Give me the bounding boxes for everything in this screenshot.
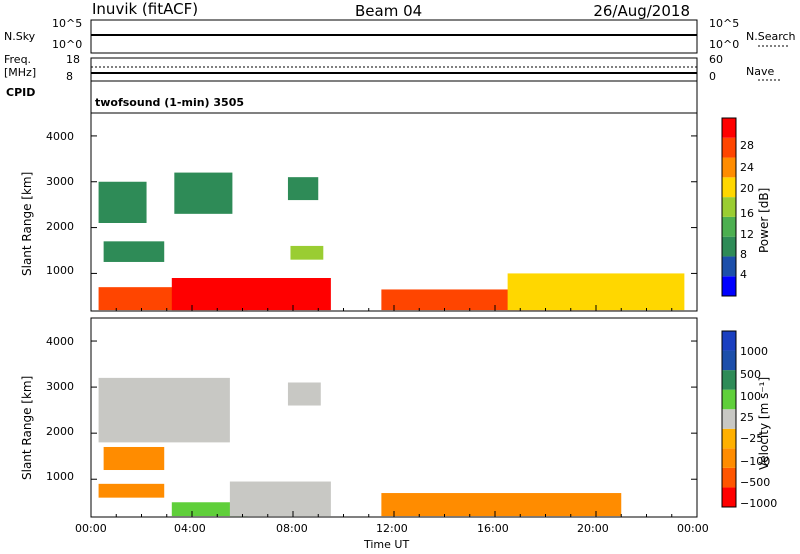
nsky-tick-top: 10^5 <box>52 17 83 30</box>
velocity-heatmap <box>98 377 622 517</box>
velocity-ylabel: Slant Range [km] <box>20 375 34 480</box>
power-cell-6 <box>290 245 324 260</box>
power-ytick-2000: 2000 <box>46 220 74 233</box>
freq-panel-frame <box>90 57 698 82</box>
nave-tick-bottom: 0 <box>709 70 716 83</box>
nsky-tick-bottom: 10^0 <box>52 38 83 51</box>
xtick-4: 16:00 <box>477 522 509 535</box>
velocity-colorbar-segment <box>722 428 736 449</box>
axis-ticks <box>90 135 698 517</box>
power-colorbar-segment <box>722 118 736 138</box>
vel-cbar-tick-6: −500 <box>740 476 771 489</box>
power-colorbar-segment <box>722 276 736 296</box>
power-cell-4 <box>98 181 147 223</box>
vel-cbar-tick-3: 25 <box>740 411 754 424</box>
velocity-colorbar-segment <box>722 487 736 507</box>
power-cell-1 <box>171 278 331 311</box>
power-cbar-tick-5: 24 <box>740 161 754 174</box>
vel-cbar-tick-0: 1000 <box>740 345 768 358</box>
velocity-cell-3 <box>171 502 248 517</box>
freq-tick-top: 18 <box>66 53 80 66</box>
beam-title: Beam 04 <box>355 2 423 20</box>
power-cbar-tick-0: 4 <box>740 268 747 281</box>
vel-cbar-tick-2: 100 <box>740 390 761 403</box>
power-colorbar-frame <box>721 117 737 297</box>
power-colorbar-segment <box>722 197 736 217</box>
velocity-cell-1 <box>103 446 165 471</box>
velocity-cell-5 <box>381 493 622 517</box>
vel-cbar-tick-4: −25 <box>740 432 764 445</box>
power-colorbar-segment <box>722 157 736 178</box>
power-cbar-tick-6: 28 <box>740 139 754 152</box>
velocity-colorbar-segment <box>722 389 736 410</box>
power-cell-7 <box>287 177 319 201</box>
velocity-cell-4 <box>229 481 331 517</box>
vel-cbar-tick-7: −1000 <box>740 497 778 510</box>
nsky-label: N.Sky <box>4 30 36 43</box>
xtick-3: 12:00 <box>376 522 408 535</box>
power-cell-3 <box>103 241 165 262</box>
xtick-1: 04:00 <box>174 522 206 535</box>
summary-traces <box>91 34 790 81</box>
panel-frames <box>90 19 698 518</box>
power-ytick-4000: 4000 <box>46 130 74 143</box>
nave-tick-top: 60 <box>709 53 723 66</box>
power-cbar-tick-2: 12 <box>740 228 754 241</box>
velocity-ytick-3000: 3000 <box>46 380 74 393</box>
nsearch-tick-bottom: 10^0 <box>709 38 740 51</box>
nave-label: Nave <box>746 65 775 78</box>
nsearch-label: N.Search <box>746 30 796 43</box>
power-cell-8 <box>507 273 685 311</box>
power-heatmap <box>98 172 685 311</box>
velocity-cell-0 <box>98 483 165 498</box>
colorbars <box>721 117 737 508</box>
freq-unit: [MHz] <box>4 66 37 79</box>
power-ylabel: Slant Range [km] <box>20 171 34 276</box>
velocity-cell-2 <box>98 377 230 443</box>
vel-cbar-tick-1: 500 <box>740 368 761 381</box>
power-cbar-tick-1: 8 <box>740 248 747 261</box>
cpid-value: twofsound (1-min) 3505 <box>95 96 245 109</box>
velocity-cell-6 <box>287 382 321 406</box>
velocity-ytick-1000: 1000 <box>46 470 74 483</box>
cpid-label: CPID <box>6 86 36 99</box>
velocity-colorbar-segment <box>722 331 736 351</box>
power-cbar-tick-3: 16 <box>740 207 754 220</box>
station-title: Inuvik (fitACF) <box>92 0 199 18</box>
power-colorbar-label: Power [dB] <box>757 187 771 253</box>
freq-label: Freq. <box>4 53 32 66</box>
power-colorbar-segment <box>722 256 736 277</box>
vel-cbar-tick-5: −100 <box>740 455 771 468</box>
velocity-colorbar-segment <box>722 409 736 429</box>
power-colorbar-segment <box>722 236 736 257</box>
power-cbar-tick-4: 20 <box>740 182 754 195</box>
xtick-5: 20:00 <box>577 522 609 535</box>
nsky-panel-frame <box>90 19 698 54</box>
power-cell-5 <box>174 172 233 214</box>
xaxis-label: Time UT <box>364 538 410 551</box>
power-ytick-3000: 3000 <box>46 175 74 188</box>
power-colorbar-segment <box>722 137 736 158</box>
xtick-6: 00:00 <box>677 522 709 535</box>
power-colorbar-segment <box>722 216 736 237</box>
freq-tick-bottom: 8 <box>66 70 73 83</box>
velocity-colorbar-segment <box>722 467 736 488</box>
velocity-ytick-2000: 2000 <box>46 425 74 438</box>
power-colorbar-segment <box>722 177 736 198</box>
velocity-colorbar-segment <box>722 350 736 371</box>
xtick-2: 08:00 <box>276 522 308 535</box>
velocity-ytick-4000: 4000 <box>46 335 74 348</box>
velocity-colorbar-frame <box>721 330 737 508</box>
nsearch-tick-top: 10^5 <box>709 17 740 30</box>
velocity-colorbar-segment <box>722 370 736 390</box>
power-ytick-1000: 1000 <box>46 264 74 277</box>
velocity-colorbar-segment <box>722 448 736 468</box>
date-title: 26/Aug/2018 <box>593 2 690 20</box>
xtick-0: 00:00 <box>75 522 107 535</box>
